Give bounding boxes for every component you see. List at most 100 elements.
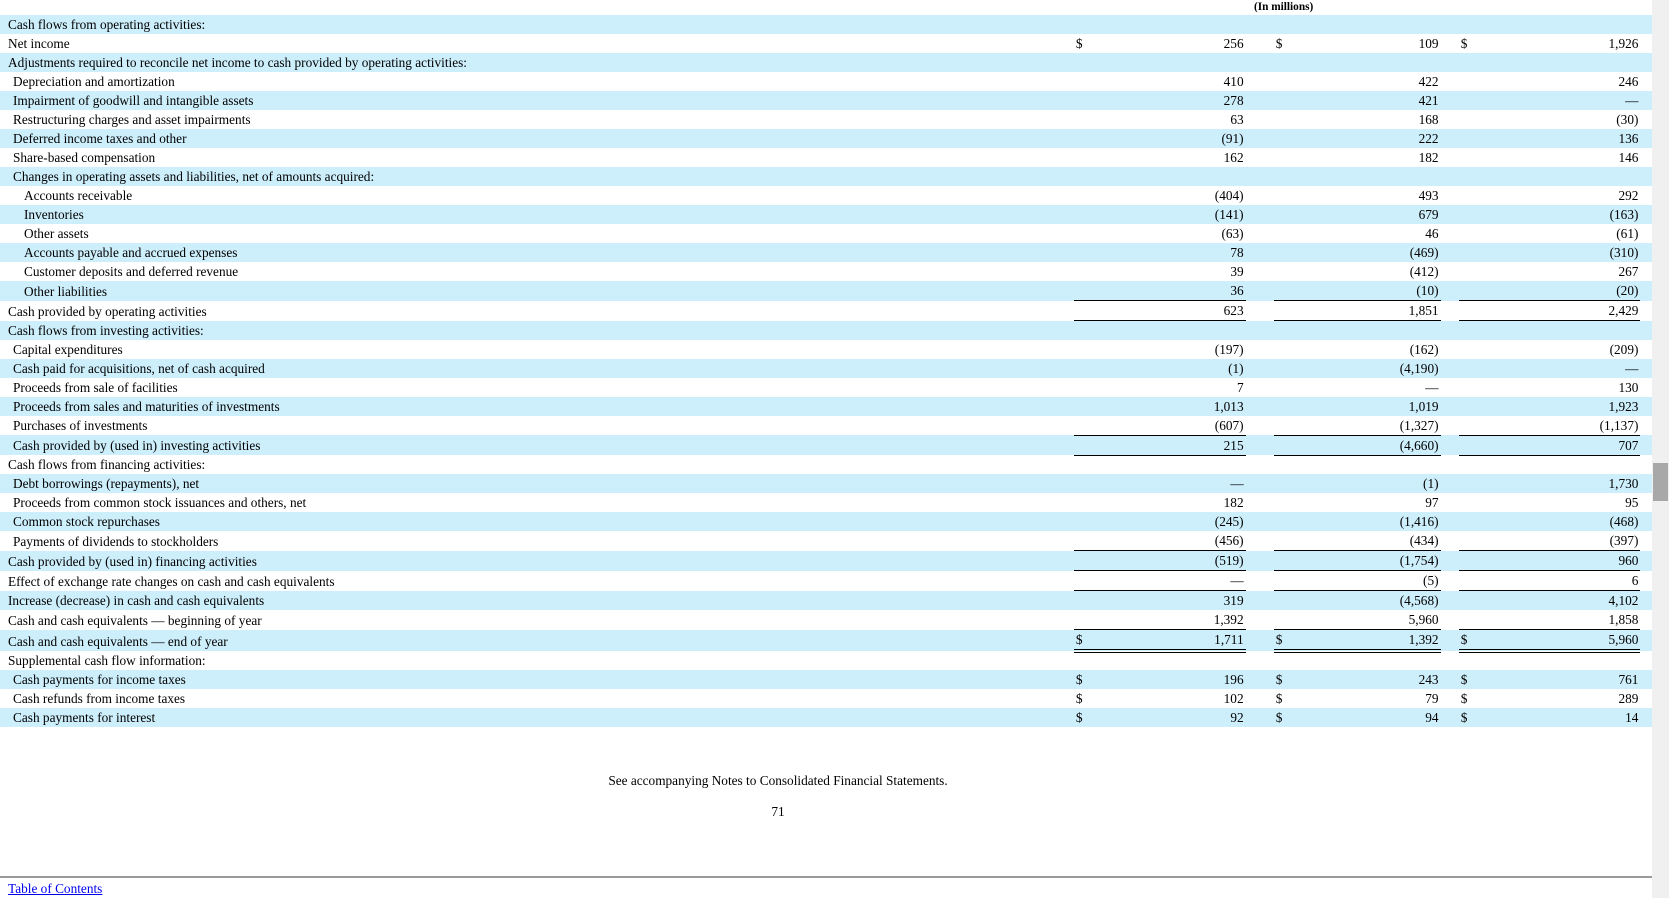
dollar-sign-cell (1073, 550, 1109, 571)
value-cell: (397) (1493, 531, 1641, 551)
value-cell: (1,327) (1308, 415, 1441, 436)
dollar-sign-cell (1458, 281, 1494, 301)
row-label: Proceeds from sale of facilities (13, 379, 178, 395)
value-cell: — (1425, 379, 1439, 395)
units-label: (In millions) (1253, 1, 1314, 13)
table-row: Net income $256 $109 $1,926 (0, 34, 1652, 53)
value-cell (1493, 53, 1640, 72)
dollar-sign-cell (1074, 167, 1109, 186)
spacer-cell (1441, 34, 1459, 53)
value-cell: (1,416) (1399, 514, 1439, 529)
dollar-sign-cell (1073, 300, 1109, 321)
spacer-cell (1640, 378, 1652, 397)
value-cell: (162) (1409, 341, 1439, 357)
value-cell: (519) (1108, 550, 1246, 571)
value-cell: 1,711 (1108, 629, 1246, 653)
dollar-sign-cell (1459, 455, 1494, 474)
row-label: Depreciation and amortization (13, 74, 175, 89)
cashflow-table-body: Cash flows from operating activities: Net… (0, 15, 1652, 727)
spacer-cell (1441, 301, 1459, 321)
spacer-cell (1441, 591, 1459, 611)
dollar-sign-cell (1274, 205, 1309, 224)
spacer-cell (1246, 224, 1274, 243)
spacer-cell (1246, 670, 1274, 689)
spacer-cell (1246, 53, 1274, 72)
spacer-cell (1441, 281, 1459, 301)
table-of-contents-link[interactable]: Table of Contents (8, 881, 103, 896)
dollar-sign-cell: $ (1075, 36, 1083, 51)
spacer-cell (1441, 571, 1459, 591)
value-cell: 256 (1223, 36, 1244, 51)
spacer-cell (1441, 610, 1459, 630)
value-cell: (209) (1609, 341, 1639, 357)
row-label: Debt borrowings (repayments), net (13, 476, 200, 491)
dollar-sign-cell (1074, 205, 1109, 224)
value-cell: — (1625, 93, 1639, 108)
dollar-sign-cell (1459, 72, 1494, 91)
spacer-cell (1246, 281, 1274, 301)
spacer-cell (1246, 551, 1274, 571)
value-cell: (163) (1609, 207, 1639, 222)
spacer-cell (1441, 435, 1459, 455)
value-cell: 196 (1223, 672, 1244, 687)
units-header-spacer (1640, 0, 1652, 15)
spacer-cell (1246, 262, 1274, 281)
vertical-scrollbar-thumb[interactable] (1653, 463, 1668, 501)
value-cell: 1,392 (1308, 629, 1441, 653)
value-cell: 182 (1418, 150, 1439, 165)
row-label: Cash flows from financing activities: (8, 457, 206, 472)
dollar-sign-cell: $ (1275, 672, 1283, 687)
table-row: Cash flows from operating activities: (0, 15, 1652, 34)
value-cell: 222 (1418, 131, 1439, 146)
row-label: Cash paid for acquisitions, net of cash … (13, 360, 265, 376)
spacer-cell (1441, 321, 1459, 340)
spacer-cell (1246, 416, 1274, 436)
row-label: Net income (8, 36, 70, 51)
value-cell: 267 (1618, 264, 1639, 279)
row-label: Cash provided by (used in) investing act… (13, 438, 261, 453)
spacer-cell (1640, 551, 1652, 571)
row-label: Restructuring charges and asset impairme… (13, 112, 251, 127)
row-label: Payments of dividends to stockholders (13, 533, 219, 549)
dollar-sign-cell (1459, 591, 1494, 611)
row-label: Common stock repurchases (13, 514, 160, 529)
row-label: Capital expenditures (13, 341, 123, 357)
dollar-sign-cell (1459, 148, 1494, 167)
row-label: Increase (decrease) in cash and cash equ… (8, 593, 265, 608)
table-row: Cash and cash equivalents — end of year $… (0, 629, 1652, 653)
row-label: Accounts payable and accrued expenses (24, 245, 238, 260)
value-cell: (1) (1228, 360, 1244, 376)
dollar-sign-cell (1274, 651, 1309, 670)
row-label: Changes in operating assets and liabilit… (13, 169, 375, 184)
value-cell: (310) (1609, 245, 1639, 260)
value-cell (1308, 167, 1440, 186)
spacer-cell (1640, 359, 1652, 378)
spacer-cell (1640, 72, 1652, 91)
value-cell (1109, 455, 1246, 474)
dollar-sign-cell (1274, 378, 1309, 397)
dollar-sign-cell (1459, 243, 1494, 262)
spacer-cell (1246, 630, 1274, 652)
dollar-sign-cell (1459, 651, 1494, 670)
value-cell (1109, 651, 1246, 670)
units-header-spacer (1493, 0, 1640, 15)
table-row: Effect of exchange rate changes on cash … (0, 570, 1652, 591)
dollar-sign-cell (1074, 359, 1109, 378)
spacer-cell (1246, 378, 1274, 397)
spacer-cell (1246, 571, 1274, 591)
value-cell: 46 (1425, 226, 1439, 241)
value-cell: 182 (1223, 495, 1244, 510)
value-cell: 79 (1425, 691, 1439, 706)
dollar-sign-cell (1073, 531, 1109, 551)
spacer-cell (1640, 321, 1652, 340)
spacer-cell (1246, 708, 1274, 727)
dollar-sign-cell (1459, 321, 1494, 340)
dollar-sign-cell: $ (1458, 629, 1494, 653)
value-cell: 102 (1223, 691, 1244, 706)
dollar-sign-cell: $ (1275, 691, 1283, 706)
vertical-scrollbar-track[interactable] (1652, 0, 1669, 898)
dollar-sign-cell (1273, 281, 1309, 301)
spacer-cell (1246, 186, 1274, 205)
dollar-sign-cell (1459, 15, 1494, 34)
dollar-sign-cell: $ (1275, 710, 1283, 725)
